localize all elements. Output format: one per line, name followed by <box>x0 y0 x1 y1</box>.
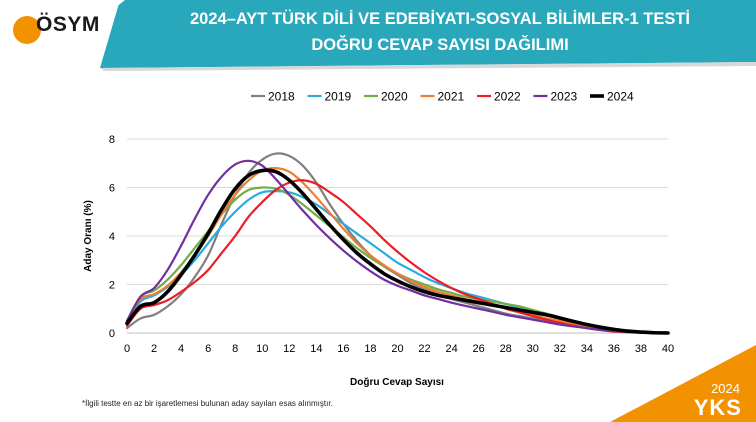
osym-logo: ÖSYM <box>36 13 100 36</box>
x-tick-label: 0 <box>124 343 130 355</box>
legend-label-2023: 2023 <box>551 90 578 104</box>
legend-label-2024: 2024 <box>607 90 634 104</box>
legend-label-2020: 2020 <box>381 90 408 104</box>
x-tick-label: 22 <box>418 343 430 355</box>
series-layer <box>125 152 670 335</box>
x-tick-label: 20 <box>391 343 403 355</box>
series-line-2020 <box>125 186 670 335</box>
legend-label-2019: 2019 <box>325 90 352 104</box>
series-line-2019 <box>125 190 670 335</box>
series-line-2021 <box>125 166 670 335</box>
x-tick-label: 2 <box>151 343 157 355</box>
y-tick-label: 0 <box>109 328 115 340</box>
year-badge: 2024 <box>711 381 740 396</box>
legend: 2018 2019 2020 2021 2022 2023 2024 <box>251 90 634 104</box>
y-axis-title: Aday Oranı (%) <box>83 200 94 272</box>
x-tick-label: 38 <box>635 343 647 355</box>
x-tick-label: 36 <box>608 343 620 355</box>
x-tick-label: 18 <box>364 343 376 355</box>
x-tick-label: 28 <box>500 343 512 355</box>
header-teal-band <box>100 0 756 68</box>
x-tick-label: 10 <box>256 343 268 355</box>
footnote: *İlgili testte en az bir işaretlemesi bu… <box>82 399 333 408</box>
y-tick-label: 6 <box>109 183 115 195</box>
x-axis-title: Doğru Cevap Sayısı <box>350 377 444 388</box>
legend-label-2021: 2021 <box>438 90 465 104</box>
x-tick-label: 14 <box>310 343 322 355</box>
legend-label-2022: 2022 <box>494 90 521 104</box>
x-tick-label: 16 <box>337 343 349 355</box>
page-title: 2024–AYT TÜRK DİLİ VE EDEBİYATI-SOSYAL B… <box>189 10 690 28</box>
yks-badge: YKS <box>693 395 742 420</box>
x-tick-label: 30 <box>527 343 539 355</box>
x-tick-label: 12 <box>283 343 295 355</box>
x-tick-label: 26 <box>473 343 485 355</box>
page-subtitle: DOĞRU CEVAP SAYISI DAĞILIMI <box>311 36 569 54</box>
x-tick-label: 6 <box>205 343 211 355</box>
logo-circle <box>13 16 41 44</box>
series-line-2024 <box>125 168 670 335</box>
legend-label-2018: 2018 <box>268 90 295 104</box>
x-tick-label: 34 <box>581 343 593 355</box>
x-tick-label: 32 <box>554 343 566 355</box>
header-band <box>0 0 756 100</box>
y-tick-label: 2 <box>109 280 115 292</box>
x-tick-label: 40 <box>662 343 674 355</box>
x-tick-label: 24 <box>445 343 457 355</box>
series-line-2023 <box>125 159 670 335</box>
header-grey-shadow <box>100 62 756 71</box>
y-tick-label: 8 <box>109 134 115 146</box>
x-tick-label: 8 <box>232 343 238 355</box>
y-tick-label: 4 <box>109 231 115 243</box>
yks-badge-shape <box>610 345 756 422</box>
x-tick-label: 4 <box>178 343 184 355</box>
